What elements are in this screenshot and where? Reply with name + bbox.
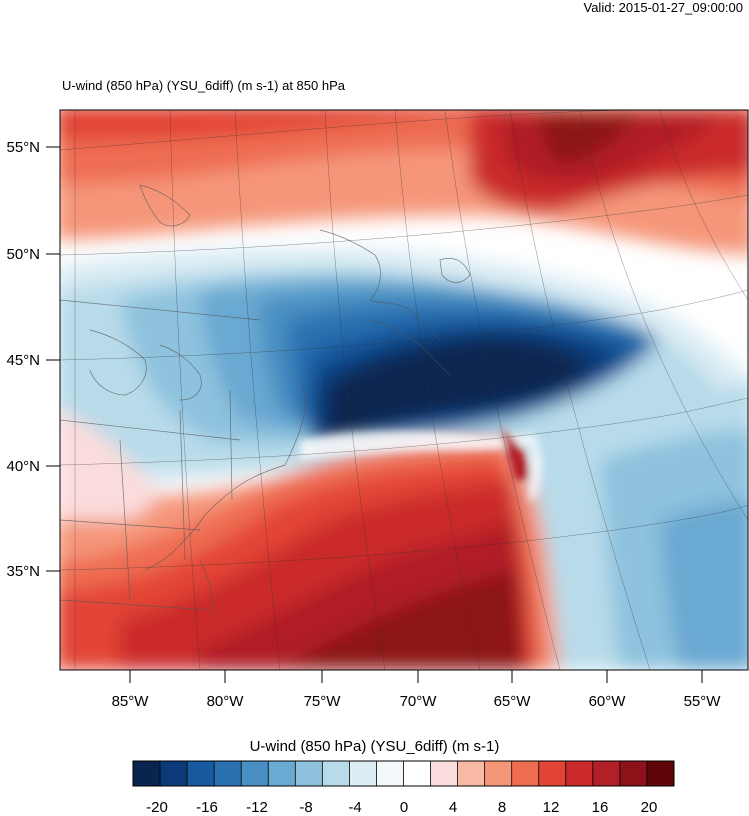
colorbar-label: 4 <box>448 799 458 816</box>
colorbar-swatch <box>322 761 350 786</box>
colorbar-frame <box>132 760 675 787</box>
colorbar-label: 12 <box>542 799 560 816</box>
lon-label-80w: 80°W <box>207 693 245 710</box>
lat-label-55n: 55°N <box>6 139 40 156</box>
colorbar-swatch <box>214 761 242 786</box>
colorbar-swatch <box>133 761 161 786</box>
lon-label-60w: 60°W <box>589 693 627 710</box>
colorbar-label: -8 <box>299 799 313 816</box>
lat-label-45n: 45°N <box>6 352 40 369</box>
colorbar-label: 20 <box>640 799 658 816</box>
colorbar-label: -16 <box>196 799 218 816</box>
colorbar-swatch <box>268 761 296 786</box>
colorbar-swatch <box>619 761 648 786</box>
lon-label-70w: 70°W <box>400 693 438 710</box>
colorbar-swatch <box>484 761 512 786</box>
colorbar-label: 16 <box>591 799 609 816</box>
colorbar-swatch <box>403 761 431 786</box>
colorbar-swatch <box>646 761 675 786</box>
lon-label-65w: 65°W <box>494 693 532 710</box>
colorbar-swatch <box>160 761 188 786</box>
colorbar-label: -12 <box>246 799 268 816</box>
lon-label-55w: 55°W <box>684 693 722 710</box>
wind-field <box>60 110 748 670</box>
colorbar-label: -4 <box>348 799 362 816</box>
lat-label-35n: 35°N <box>6 563 40 580</box>
lon-label-85w: 85°W <box>112 693 150 710</box>
colorbar-swatch <box>187 761 215 786</box>
plot-frame <box>59 109 749 671</box>
colorbar-swatch <box>592 761 621 786</box>
colorbar-swatch <box>565 761 594 786</box>
lon-label-75w: 75°W <box>304 693 342 710</box>
colorbar-swatch <box>511 761 540 786</box>
colorbar-swatch <box>457 761 485 786</box>
lat-label-50n: 50°N <box>6 246 40 263</box>
plot-title: U-wind (850 hPa) (YSU_6diff) (m s-1) at … <box>62 78 345 93</box>
colorbar-swatch <box>295 761 323 786</box>
colorbar <box>132 760 675 787</box>
colorbar-label: -20 <box>146 799 168 816</box>
colorbar-swatch <box>349 761 377 786</box>
colorbar-title: U-wind (850 hPa) (YSU_6diff) (m s-1) <box>249 738 500 755</box>
colorbar-label: 8 <box>497 799 507 816</box>
lat-label-40n: 40°N <box>6 458 40 475</box>
valid-time-label: Valid: 2015-01-27_09:00:00 <box>583 0 744 15</box>
colorbar-swatch <box>430 761 458 786</box>
colorbar-swatch <box>376 761 404 786</box>
colorbar-label: 0 <box>399 799 409 816</box>
colorbar-swatch <box>538 761 567 786</box>
colorbar-swatch <box>241 761 269 786</box>
